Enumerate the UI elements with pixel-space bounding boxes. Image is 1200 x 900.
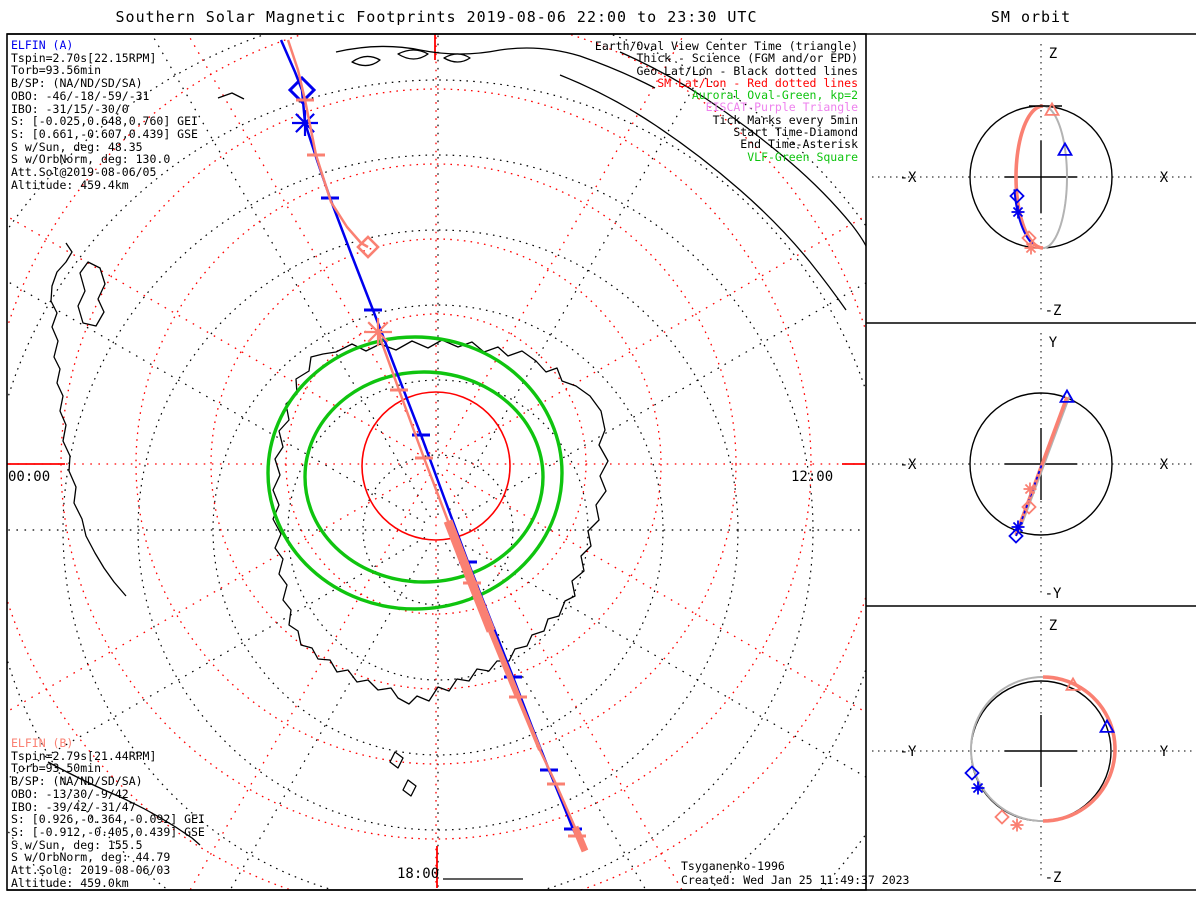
elfin-b-orbnorm-angle: S w/OrbNorm, deg: 44.79 bbox=[11, 850, 171, 865]
elfin-b-attsol: Att.Sol@: 2019-08-06/03 bbox=[11, 863, 171, 878]
elfin-a-attsol: Att.Sol@2019-08-06/05 bbox=[11, 165, 157, 180]
model-credit: Tsyganenko-1996 bbox=[681, 859, 785, 873]
mlt-label-1200: 12:00 bbox=[791, 469, 834, 485]
elfin-a-title: ELFIN (A) bbox=[11, 38, 74, 52]
elfin-b-s-gse: S: [-0.912,-0.405,0.439] GSE bbox=[11, 824, 205, 839]
svg-text:-Z: -Z bbox=[1045, 303, 1062, 319]
legend-center-time: Earth/Oval View Center Time (triangle) bbox=[594, 39, 858, 53]
legend-sm-latlon: SM Lat/Lon - Red dotted lines bbox=[657, 75, 858, 90]
svg-text:-Y: -Y bbox=[1045, 586, 1062, 602]
elfin-b-title: ELFIN (B) bbox=[11, 736, 74, 750]
map-legend: Earth/Oval View Center Time (triangle) T… bbox=[595, 40, 858, 163]
elfin-b-sun-angle: S w/Sun, deg: 155.5 bbox=[11, 837, 143, 852]
legend-end-time: End Time-Asterisk bbox=[740, 137, 858, 152]
elfin-a-info-block: ELFIN (A) Tspin=2.70s[22.15RPM] Torb=93.… bbox=[11, 39, 198, 191]
elfin-a-torb: Torb=93.56min bbox=[11, 63, 102, 78]
sm-orbit-panel-1: Y -Y -X X bbox=[872, 333, 1192, 602]
auroral-oval-inner bbox=[303, 370, 545, 584]
legend-auroral-oval: Auroral Oval-Green, kp=2 bbox=[691, 88, 858, 103]
elfin-a-bsp: B/SP: (NA/ND/SD/SA) bbox=[11, 76, 143, 91]
svg-text:Y: Y bbox=[1160, 744, 1169, 760]
credits-block: Tsyganenko-1996 Created: Wed Jan 25 11:4… bbox=[681, 859, 910, 888]
legend-thick-science: Thick - Science (FGM and/or EPD) bbox=[636, 51, 858, 66]
svg-text:X: X bbox=[1160, 170, 1169, 186]
elfin-b-altitude: Altitude: 459.0km bbox=[11, 875, 129, 890]
elfin-a-orbnorm-angle: S w/OrbNorm, deg: 130.0 bbox=[11, 152, 171, 167]
elfin-a-sun-angle: S w/Sun, deg: 48.35 bbox=[11, 139, 143, 154]
svg-text:-Y: -Y bbox=[900, 744, 917, 760]
footprint-map bbox=[7, 34, 866, 890]
elfin-b-s-gei: S: [0.926,-0.364,-0.092] GEI bbox=[11, 812, 205, 827]
sm-orbit-panel-0: Z -Z -X X bbox=[872, 44, 1192, 319]
elfin-b-obo: OBO: -13/30/-9/42 bbox=[11, 786, 129, 801]
legend-geo-latlon: Geo Lat/Lon - Black dotted lines bbox=[636, 63, 858, 78]
elfin-a-tspin: Tspin=2.70s[22.15RPM] bbox=[11, 50, 157, 65]
auroral-oval-outer bbox=[266, 335, 564, 611]
page-title: Southern Solar Magnetic Footprints 2019-… bbox=[115, 8, 758, 26]
elfin-b-torb: Torb=93.50min bbox=[11, 761, 102, 776]
mlt-label-0000: 00:00 bbox=[8, 469, 51, 485]
legend-eiscat: EISCAT-Purple Triangle bbox=[705, 100, 858, 115]
created-timestamp: Created: Wed Jan 25 11:49:37 2023 bbox=[681, 872, 910, 887]
elfin-a-altitude: Altitude: 459.4km bbox=[11, 177, 129, 192]
legend-vlf: VLF-Green Square bbox=[747, 149, 858, 164]
sm-orbit-panel-2: Z -Z -Y Y bbox=[872, 616, 1192, 886]
svg-text:-X: -X bbox=[900, 170, 917, 186]
elfin-a-s-gse: S: [0.661,-0.607,0.439] GSE bbox=[11, 126, 198, 141]
svg-text:-Z: -Z bbox=[1045, 870, 1062, 886]
elfin-a-s-gei: S: [-0.025,0.648,0.760] GEI bbox=[11, 114, 198, 129]
svg-text:-X: -X bbox=[900, 457, 917, 473]
svg-text:Z: Z bbox=[1049, 46, 1057, 62]
legend-start-time: Start Time-Diamond bbox=[733, 125, 858, 140]
svg-text:X: X bbox=[1160, 457, 1169, 473]
svg-text:Z: Z bbox=[1049, 618, 1057, 634]
svg-text:Y: Y bbox=[1049, 335, 1058, 351]
sm-orbit-panel-title: SM orbit bbox=[990, 8, 1072, 26]
elfin-b-bsp: B/SP: (NA/ND/SD/SA) bbox=[11, 774, 143, 789]
elfin-b-tspin: Tspin=2.79s[21.44RPM] bbox=[11, 748, 157, 763]
legend-tick-marks: Tick Marks every 5min bbox=[712, 112, 858, 127]
mlt-label-1800: 18:00 bbox=[397, 866, 440, 882]
elfin-a-ibo: IBO: -31/15/-30/0 bbox=[11, 101, 129, 116]
elfin-a-obo: OBO: -46/-18/-59/-31 bbox=[11, 88, 150, 103]
elfin-b-ibo: IBO: -39/42/-31/47 bbox=[11, 799, 136, 814]
elfin-b-info-block: ELFIN (B) Tspin=2.79s[21.44RPM] Torb=93.… bbox=[11, 737, 205, 889]
